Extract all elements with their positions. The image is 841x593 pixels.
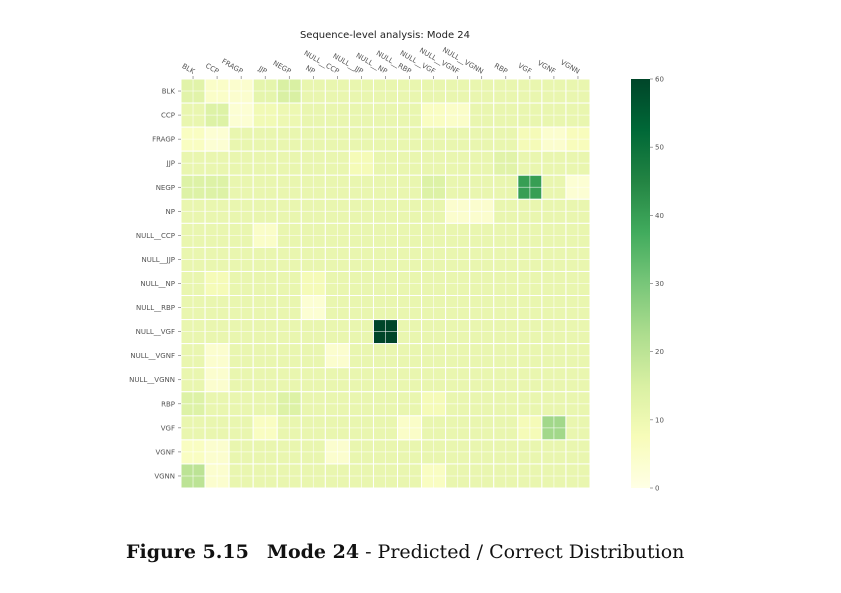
y-tick-label: NULL__VGNN: [129, 376, 175, 384]
colorbar-tick-label: 0: [655, 485, 659, 493]
y-tick-label: NEGP: [156, 184, 175, 192]
colorbar-tick-label: 10: [655, 416, 664, 424]
colorbar-tick-label: 30: [655, 280, 664, 288]
caption-figure-number: Figure 5.15: [126, 541, 249, 563]
y-tick-label: NULL__VGNF: [130, 352, 175, 360]
x-tick-label: FRAGP: [220, 57, 244, 75]
x-tick-label: NEGP: [272, 59, 293, 76]
colorbar-ticks: 0 10 20 30 40 50 60: [650, 76, 664, 493]
x-tick-label: VGNN: [559, 58, 581, 75]
heatmap-cells: [180, 78, 591, 489]
y-tick-label: VGNN: [154, 472, 175, 480]
x-tick-label: BLK: [181, 62, 197, 76]
y-tick-label: JJP: [166, 160, 175, 168]
y-tick-label: NULL__NP: [140, 280, 175, 288]
y-tick-labels: BLK CCP FRAGP JJP NEGP NP NULL__CCP NULL__JJP NU…: [129, 88, 181, 480]
figure-caption: Figure 5.15 Mode 24 - Predicted / Correc…: [126, 541, 826, 563]
x-tick-label: CCP: [204, 62, 220, 76]
x-tick-labels: BLK CCP FRAGP JJP NEGP NPNULL__CCPNULL__JJPNU…: [181, 46, 581, 79]
x-tick-label: VGF: [517, 62, 533, 76]
colorbar-tick-label: 40: [655, 212, 664, 220]
y-tick-label: VGF: [161, 424, 175, 432]
colorbar-tick-label: 20: [655, 348, 664, 356]
y-tick-label: BLK: [162, 88, 176, 96]
x-tick-label: NP: [304, 64, 316, 76]
x-tick-label: VGNF: [536, 59, 557, 76]
y-tick-label: NP: [166, 208, 175, 216]
caption-mode: Mode 24: [266, 541, 360, 563]
y-tick-label: NULL__CCP: [136, 232, 175, 240]
y-tick-label: NULL__VGF: [136, 328, 175, 336]
y-tick-label: FRAGP: [152, 136, 175, 144]
x-tick-label: JJP: [256, 64, 268, 76]
y-tick-label: CCP: [161, 112, 175, 120]
x-tick-label: RBP: [493, 62, 509, 76]
colorbar-tick-label: 50: [655, 144, 664, 152]
colorbar: [631, 79, 650, 488]
y-tick-label: NULL__RBP: [136, 304, 175, 312]
chart-title: Sequence-level analysis: Mode 24: [300, 30, 470, 41]
y-tick-label: VGNF: [156, 448, 175, 456]
colorbar-tick-label: 60: [655, 76, 664, 84]
y-tick-label: NULL__JJP: [141, 256, 175, 264]
y-tick-label: RBP: [161, 400, 175, 408]
caption-text: - Predicted / Correct Distribution: [359, 541, 685, 563]
